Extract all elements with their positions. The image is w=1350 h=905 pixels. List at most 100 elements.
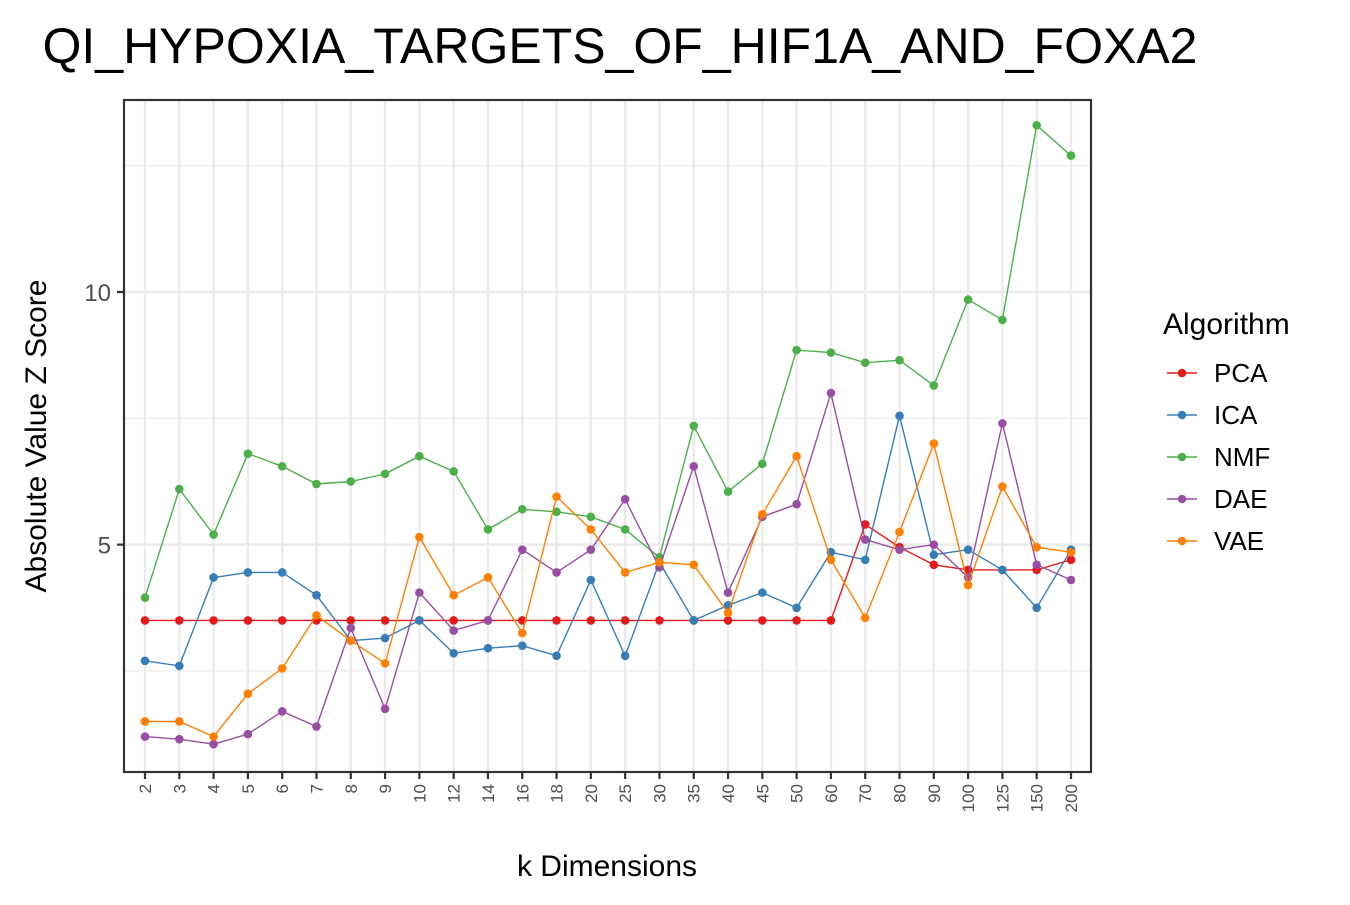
data-point-ica bbox=[415, 616, 424, 625]
data-point-ica bbox=[517, 641, 527, 650]
data-point-nmf bbox=[483, 525, 493, 534]
data-point-ica bbox=[620, 651, 630, 661]
data-point-nmf bbox=[517, 504, 527, 514]
data-point-ica bbox=[552, 651, 561, 661]
legend-key-point bbox=[1177, 536, 1187, 546]
data-point-pca bbox=[860, 520, 870, 529]
data-point-vae bbox=[998, 482, 1007, 491]
data-point-vae bbox=[1032, 542, 1042, 552]
y-tick-label: 10 bbox=[84, 280, 111, 307]
data-point-dae bbox=[1066, 575, 1076, 585]
legend-key-point bbox=[1177, 452, 1187, 462]
data-point-ica bbox=[380, 633, 390, 643]
data-point-dae bbox=[1032, 560, 1042, 570]
data-point-nmf bbox=[209, 530, 218, 539]
legend-item-pca: PCA bbox=[1167, 358, 1268, 388]
data-point-pca bbox=[346, 616, 356, 625]
data-point-ica bbox=[277, 568, 287, 577]
data-point-ica bbox=[895, 411, 904, 421]
data-point-vae bbox=[552, 492, 561, 501]
data-point-pca bbox=[586, 616, 596, 625]
data-point-vae bbox=[723, 608, 733, 618]
data-point-ica bbox=[140, 656, 150, 666]
data-point-dae bbox=[140, 732, 150, 741]
data-point-pca bbox=[140, 616, 150, 625]
data-point-ica bbox=[1032, 603, 1042, 613]
data-point-vae bbox=[483, 573, 493, 582]
legend-item-vae: VAE bbox=[1167, 526, 1264, 556]
data-point-vae bbox=[620, 568, 630, 577]
legend: Algorithm PCA ICA NMF DAE VAE bbox=[1163, 308, 1290, 556]
data-point-ica bbox=[689, 616, 699, 625]
legend-label: PCA bbox=[1214, 358, 1268, 388]
data-point-nmf bbox=[346, 477, 356, 486]
data-point-pca bbox=[243, 616, 253, 625]
x-tick-label: 3 bbox=[170, 784, 189, 793]
x-tick-label: 16 bbox=[513, 784, 532, 803]
data-point-pca bbox=[552, 616, 561, 625]
data-point-pca bbox=[449, 616, 458, 625]
data-point-pca bbox=[826, 616, 836, 625]
data-point-pca bbox=[723, 616, 733, 625]
x-tick-label: 4 bbox=[205, 784, 224, 793]
x-tick-label: 45 bbox=[753, 784, 772, 803]
series-nmf bbox=[140, 120, 1076, 602]
data-point-vae bbox=[826, 555, 836, 565]
data-point-dae bbox=[449, 626, 458, 635]
data-point-ica bbox=[483, 643, 493, 653]
series-line-dae bbox=[144, 390, 1072, 745]
legend-item-dae: DAE bbox=[1167, 484, 1267, 514]
data-point-ica bbox=[174, 661, 184, 671]
data-point-nmf bbox=[998, 315, 1007, 325]
x-tick-label: 50 bbox=[788, 784, 807, 803]
series-line-pca bbox=[145, 523, 1072, 622]
data-point-nmf bbox=[895, 355, 904, 365]
x-tick-label: 125 bbox=[993, 784, 1012, 812]
data-point-vae bbox=[758, 510, 767, 519]
data-point-vae bbox=[1066, 547, 1076, 557]
x-tick-label: 35 bbox=[685, 784, 704, 803]
x-tick-label: 18 bbox=[548, 784, 567, 803]
series-vae bbox=[140, 439, 1076, 741]
legend-key-point bbox=[1177, 368, 1187, 378]
x-tick-label: 2 bbox=[136, 784, 155, 793]
series-layer bbox=[140, 120, 1076, 749]
data-point-vae bbox=[243, 689, 253, 698]
x-tick-label: 20 bbox=[582, 784, 601, 803]
data-point-nmf bbox=[174, 484, 184, 494]
data-point-nmf bbox=[1032, 120, 1042, 130]
data-point-vae bbox=[140, 717, 150, 726]
chart-title: QI_HYPOXIA_TARGETS_OF_HIF1A_AND_FOXA2 bbox=[43, 18, 1198, 74]
legend-key-point bbox=[1177, 494, 1187, 504]
data-point-dae bbox=[209, 739, 218, 749]
data-point-dae bbox=[826, 388, 836, 398]
data-point-nmf bbox=[277, 462, 287, 471]
data-point-ica bbox=[792, 603, 801, 613]
data-point-pca bbox=[380, 616, 390, 625]
data-point-vae bbox=[380, 659, 390, 668]
data-point-dae bbox=[998, 419, 1007, 428]
x-tick-label: 60 bbox=[822, 784, 841, 803]
data-point-ica bbox=[758, 588, 767, 597]
data-point-vae bbox=[895, 527, 904, 537]
series-line-nmf bbox=[144, 123, 1072, 598]
x-axis-label: k Dimensions bbox=[517, 850, 697, 883]
series-line-ica bbox=[144, 415, 1072, 667]
x-tick-label: 9 bbox=[376, 784, 395, 793]
legend-item-nmf: NMF bbox=[1167, 442, 1270, 472]
data-point-nmf bbox=[826, 348, 836, 357]
legend-item-ica: ICA bbox=[1167, 400, 1258, 430]
data-point-pca bbox=[174, 616, 184, 625]
x-tick-label: 80 bbox=[891, 784, 910, 803]
x-tick-label: 6 bbox=[273, 784, 292, 793]
x-tick-label: 100 bbox=[959, 784, 978, 812]
data-point-nmf bbox=[586, 512, 596, 522]
data-point-vae bbox=[586, 525, 596, 534]
plot-border bbox=[122, 98, 1093, 774]
data-point-pca bbox=[209, 616, 218, 625]
data-point-dae bbox=[620, 494, 630, 504]
data-point-nmf bbox=[312, 479, 321, 489]
data-point-ica bbox=[963, 545, 973, 554]
